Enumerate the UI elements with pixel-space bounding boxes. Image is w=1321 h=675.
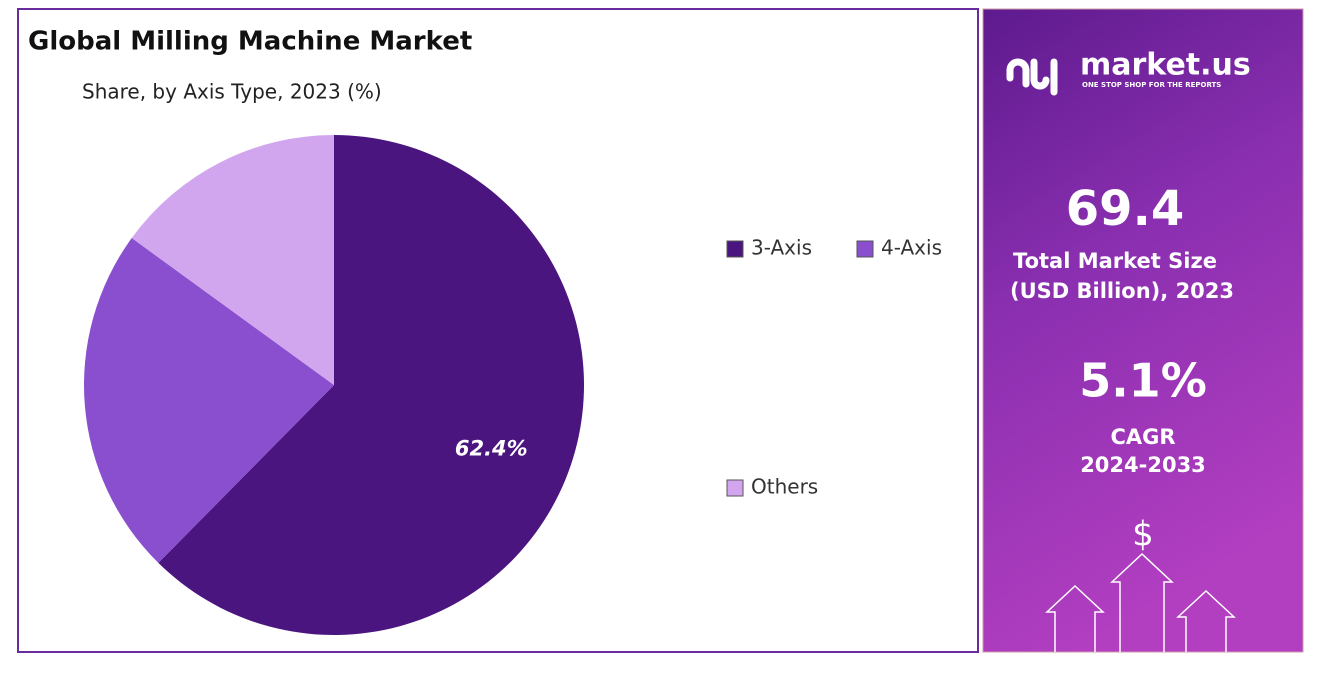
legend: 3-Axis 4-Axis Others — [726, 236, 942, 499]
pie: 62.4% — [84, 135, 584, 635]
market-size-label: Total Market Size — [1013, 249, 1217, 273]
legend-label: Others — [751, 475, 818, 499]
legend-swatch — [856, 240, 874, 258]
arrows — [1045, 552, 1236, 652]
side-panel — [982, 8, 1304, 653]
market-size: 69.4 — [1066, 181, 1184, 237]
legend-label: 4-Axis — [881, 236, 942, 260]
cagr-label: CAGR — [1110, 425, 1175, 449]
value-label: 62.4% — [455, 437, 528, 461]
pie-slice — [131, 135, 334, 385]
brand: market.us — [1080, 48, 1251, 83]
chart-subtitle: Share, by Axis Type, 2023 (%) — [82, 80, 382, 104]
legend-label: 3-Axis — [751, 236, 812, 260]
dollar-icon: $ — [1132, 515, 1154, 555]
chart-title: Global Milling Machine Market — [28, 27, 472, 57]
pie-slice — [158, 135, 584, 635]
logo — [1006, 58, 1058, 96]
legend-swatch — [726, 240, 744, 258]
pie-slice — [84, 238, 334, 563]
legend-swatch — [726, 479, 744, 497]
cagr: 5.1% — [1079, 354, 1207, 408]
market-size-label: (USD Billion), 2023 — [1010, 279, 1234, 303]
tagline: ONE STOP SHOP FOR THE REPORTS — [1082, 81, 1221, 89]
cagr-label: 2024-2033 — [1080, 453, 1206, 477]
